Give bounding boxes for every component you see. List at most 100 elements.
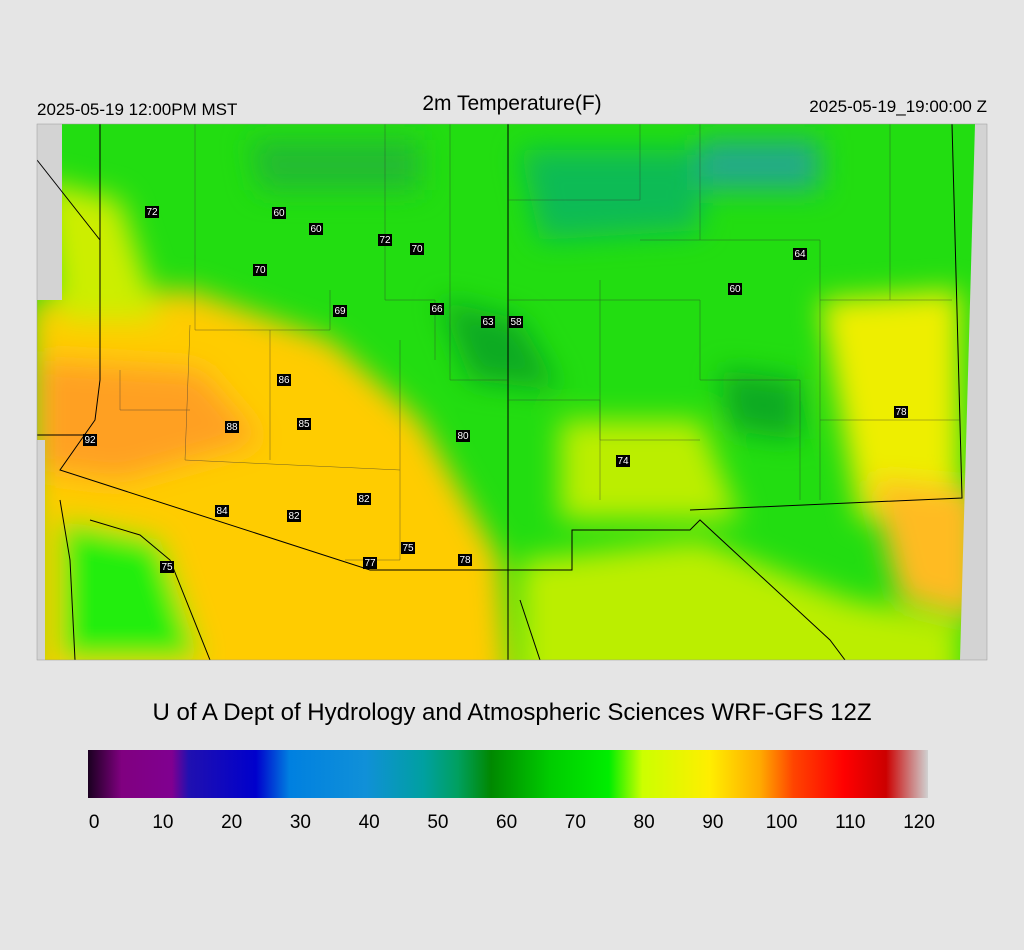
station: 80 bbox=[456, 430, 470, 442]
map-frame bbox=[36, 123, 988, 661]
station-value: 82 bbox=[358, 494, 370, 505]
station-value: 84 bbox=[216, 506, 228, 517]
station-box bbox=[225, 421, 239, 433]
station-value: 72 bbox=[146, 207, 158, 218]
station: 75 bbox=[401, 542, 415, 554]
station-value: 60 bbox=[273, 208, 285, 219]
station-box bbox=[145, 206, 159, 218]
station: 82 bbox=[357, 493, 371, 505]
station-labels: 72 60 60 72 70 70 64 60 69 66 63 58 86 78 88 85 80 92 74 82… bbox=[83, 206, 908, 573]
station-box bbox=[253, 264, 267, 276]
station: 78 bbox=[458, 554, 472, 566]
station-box bbox=[287, 510, 301, 522]
station: 58 bbox=[509, 316, 523, 328]
station: 72 bbox=[145, 206, 159, 218]
station: 92 bbox=[83, 434, 97, 446]
station: 72 bbox=[378, 234, 392, 246]
station-value: 70 bbox=[254, 265, 266, 276]
station: 66 bbox=[430, 303, 444, 315]
station-value: 66 bbox=[431, 304, 443, 315]
station: 74 bbox=[616, 455, 630, 467]
station-box bbox=[272, 207, 286, 219]
station-value: 64 bbox=[794, 249, 806, 260]
colorbar-scale bbox=[88, 750, 928, 798]
colorbar-tick-label: 0 bbox=[89, 812, 100, 833]
station-box bbox=[160, 561, 174, 573]
colorbar-tick-label: 80 bbox=[634, 812, 655, 833]
credit: U of A Dept of Hydrology and Atmospheric… bbox=[153, 699, 872, 726]
valid-time-local: 2025-05-19 12:00PM MST bbox=[37, 100, 237, 119]
station-box bbox=[333, 305, 347, 317]
station: 60 bbox=[728, 283, 742, 295]
station: 63 bbox=[481, 316, 495, 328]
station: 84 bbox=[215, 505, 229, 517]
station-box bbox=[277, 374, 291, 386]
station-value: 78 bbox=[459, 555, 471, 566]
station-value: 60 bbox=[729, 284, 741, 295]
station-value: 72 bbox=[379, 235, 391, 246]
station-box bbox=[410, 243, 424, 255]
colorbar-tick-label: 120 bbox=[903, 812, 935, 833]
station: 60 bbox=[272, 207, 286, 219]
station-value: 82 bbox=[288, 511, 300, 522]
station-value: 78 bbox=[895, 407, 907, 418]
colorbar-tick-label: 50 bbox=[427, 812, 448, 833]
station-box bbox=[363, 557, 377, 569]
station: 88 bbox=[225, 421, 239, 433]
station-value: 92 bbox=[84, 435, 96, 446]
station: 70 bbox=[253, 264, 267, 276]
station-box bbox=[215, 505, 229, 517]
state-borders bbox=[37, 124, 963, 660]
station: 75 bbox=[160, 561, 174, 573]
station-value: 70 bbox=[411, 244, 423, 255]
station: 86 bbox=[277, 374, 291, 386]
station-value: 88 bbox=[226, 422, 238, 433]
station: 85 bbox=[297, 418, 311, 430]
station: 70 bbox=[410, 243, 424, 255]
station: 78 bbox=[894, 406, 908, 418]
station-box bbox=[297, 418, 311, 430]
station-value: 75 bbox=[402, 543, 414, 554]
station-box bbox=[83, 434, 97, 446]
colorbar: 0 10 20 30 40 50 60 70 80 90 100 110 120 bbox=[88, 750, 935, 833]
county-borders bbox=[119, 124, 960, 561]
colorbar-tick-label: 30 bbox=[290, 812, 311, 833]
station-value: 60 bbox=[310, 224, 322, 235]
station-box bbox=[357, 493, 371, 505]
station: 60 bbox=[309, 223, 323, 235]
station-box bbox=[456, 430, 470, 442]
station-box bbox=[309, 223, 323, 235]
colorbar-tick-label: 90 bbox=[702, 812, 723, 833]
station-value: 85 bbox=[298, 419, 310, 430]
station-value: 63 bbox=[482, 317, 494, 328]
valid-time-utc: 2025-05-19_19:00:00 Z bbox=[809, 97, 987, 116]
temperature-field bbox=[37, 124, 987, 660]
station-value: 86 bbox=[278, 375, 290, 386]
station-box bbox=[378, 234, 392, 246]
station-box bbox=[509, 316, 523, 328]
station-box bbox=[616, 455, 630, 467]
station-box bbox=[481, 316, 495, 328]
station-value: 75 bbox=[161, 562, 173, 573]
colorbar-tick-label: 10 bbox=[152, 812, 173, 833]
station: 69 bbox=[333, 305, 347, 317]
colorbar-tick-label: 20 bbox=[221, 812, 242, 833]
station-box bbox=[728, 283, 742, 295]
station-box bbox=[458, 554, 472, 566]
station-value: 74 bbox=[617, 456, 629, 467]
station-box bbox=[894, 406, 908, 418]
station-value: 80 bbox=[457, 431, 469, 442]
station-box bbox=[793, 248, 807, 260]
colorbar-tick-label: 60 bbox=[496, 812, 517, 833]
station-box bbox=[430, 303, 444, 315]
colorbar-tick-label: 70 bbox=[565, 812, 586, 833]
colorbar-tick-label: 110 bbox=[835, 812, 865, 833]
map-title: 2m Temperature(F) bbox=[422, 92, 601, 115]
colorbar-tick-label: 100 bbox=[766, 812, 798, 833]
station: 82 bbox=[287, 510, 301, 522]
station: 77 bbox=[363, 557, 377, 569]
station: 64 bbox=[793, 248, 807, 260]
station-box bbox=[401, 542, 415, 554]
colorbar-tick-label: 40 bbox=[359, 812, 380, 833]
